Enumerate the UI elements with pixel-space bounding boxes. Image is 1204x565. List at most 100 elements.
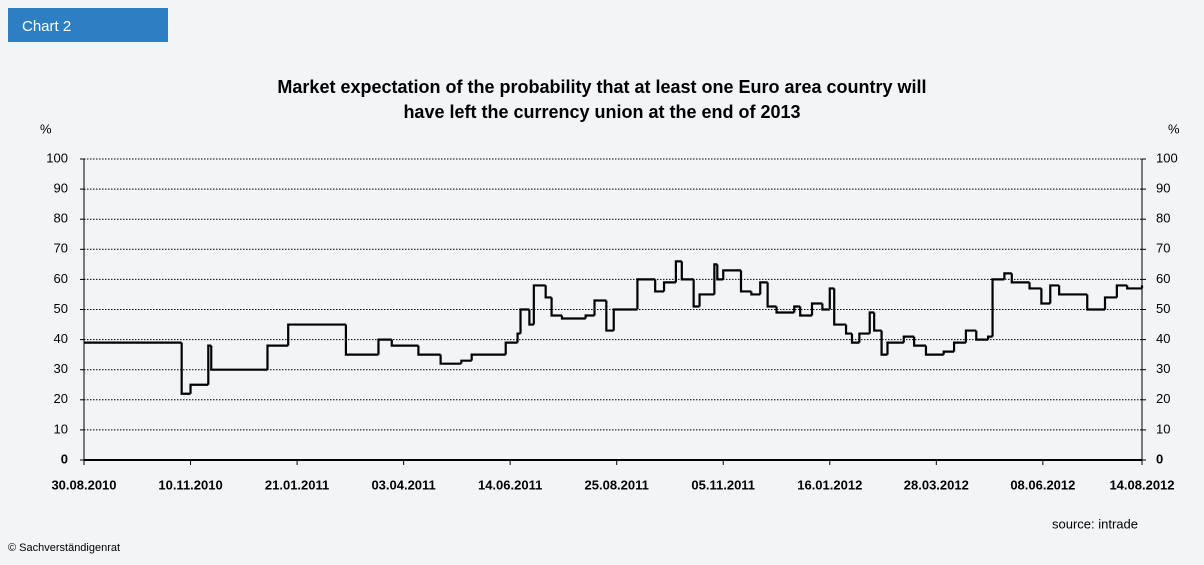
step-segment [654,279,665,293]
x-tick-label: 05.11.2011 [691,477,755,492]
step-segment [550,297,562,317]
step-segment [913,336,926,347]
x-tick-label: 08.06.2012 [1010,477,1075,492]
step-segment [1003,272,1012,280]
y2-tick-label: 80 [1156,211,1170,226]
badge-box [8,8,168,42]
y2-tick-label: 50 [1156,301,1170,316]
step-segment [844,324,852,335]
step-segment [716,264,724,281]
x-tick-label: 25.08.2011 [585,477,649,492]
step-segment [850,333,860,344]
step-segment [952,341,966,352]
y-tick-label: 60 [54,271,68,286]
step-segment [1115,284,1128,298]
step-segment [344,324,379,356]
step-segment [210,345,268,371]
step-segment [605,300,614,332]
y-tick-label: 20 [54,391,68,406]
step-segment [544,285,552,299]
step-segment [799,306,813,317]
step-segment [439,354,462,365]
y-tick-label: 70 [54,241,68,256]
x-tick-label: 14.06.2011 [478,477,542,492]
step-segment [1058,285,1088,296]
step-segment [692,279,700,308]
y2-tick-label: 40 [1156,331,1170,346]
step-segment [821,303,830,311]
step-segment [833,288,847,326]
step-segment [180,342,191,395]
step-segment [528,309,534,326]
y-unit: % [40,121,52,136]
y-tick-label: 100 [46,150,68,165]
step-segment [739,270,752,293]
step-segment [873,312,882,332]
step-segment [519,308,530,334]
step-segment [991,278,1005,337]
step-segment [886,341,904,355]
y2-tick-label: 20 [1156,391,1170,406]
y2-tick-label: 90 [1156,181,1170,196]
y-tick-label: 80 [54,211,68,226]
step-segment [1126,285,1142,290]
step-segment [460,359,472,364]
step-segment [964,329,977,343]
step-segment [902,335,915,343]
step-segment [680,261,694,281]
y-tick-label: 0 [61,451,68,466]
step-segment [924,345,944,356]
step-segment [189,383,209,394]
step-segment [636,278,656,310]
step-segment [750,291,761,296]
step-segment [417,345,441,356]
step-segment [470,353,506,361]
x-tick-label: 30.08.2010 [51,477,116,492]
y2-tick-label: 0 [1156,451,1163,466]
step-segment [868,311,875,334]
step-segment [942,350,955,355]
step-segment [810,302,823,316]
x-tick-label: 16.01.2012 [797,477,862,492]
step-segment [560,315,586,320]
y-tick-label: 50 [54,301,68,316]
step-segment [759,281,768,295]
y2-tick-label: 30 [1156,361,1170,376]
step-segment [1049,284,1060,304]
step-segment [880,330,888,356]
x-tick-label: 10.11.2010 [158,477,222,492]
step-segment [266,344,289,370]
step-segment [1028,282,1042,290]
x-tick-label: 14.08.2012 [1109,477,1174,492]
step-segment [828,287,835,310]
step-segment [975,330,989,341]
step-segment [1010,273,1030,284]
y2-unit: % [1168,121,1180,136]
y-tick-label: 90 [54,181,68,196]
step-segment [1086,294,1106,311]
y-tick-label: 30 [54,361,68,376]
step-segment [793,305,801,313]
x-tick-label: 21.01.2011 [265,477,329,492]
step-segment [377,338,392,355]
step-segment [584,314,595,319]
chart-title: have left the currency union at the end … [403,102,800,122]
step-segment [390,339,419,347]
y2-tick-label: 100 [1156,150,1178,165]
step-segment [612,308,638,331]
step-segment [987,335,993,340]
y-tick-label: 40 [54,331,68,346]
step-segment [662,281,676,292]
step-segment [698,293,715,307]
x-tick-label: 28.03.2012 [904,477,969,492]
source: source: intrade [1052,516,1138,531]
step-segment [593,299,607,316]
step-segment [858,332,870,343]
step-segment [775,306,795,314]
y2-tick-label: 10 [1156,421,1170,436]
y-tick-label: 10 [54,421,68,436]
step-segment [722,269,741,280]
chart-title: Market expectation of the probability th… [277,77,926,97]
